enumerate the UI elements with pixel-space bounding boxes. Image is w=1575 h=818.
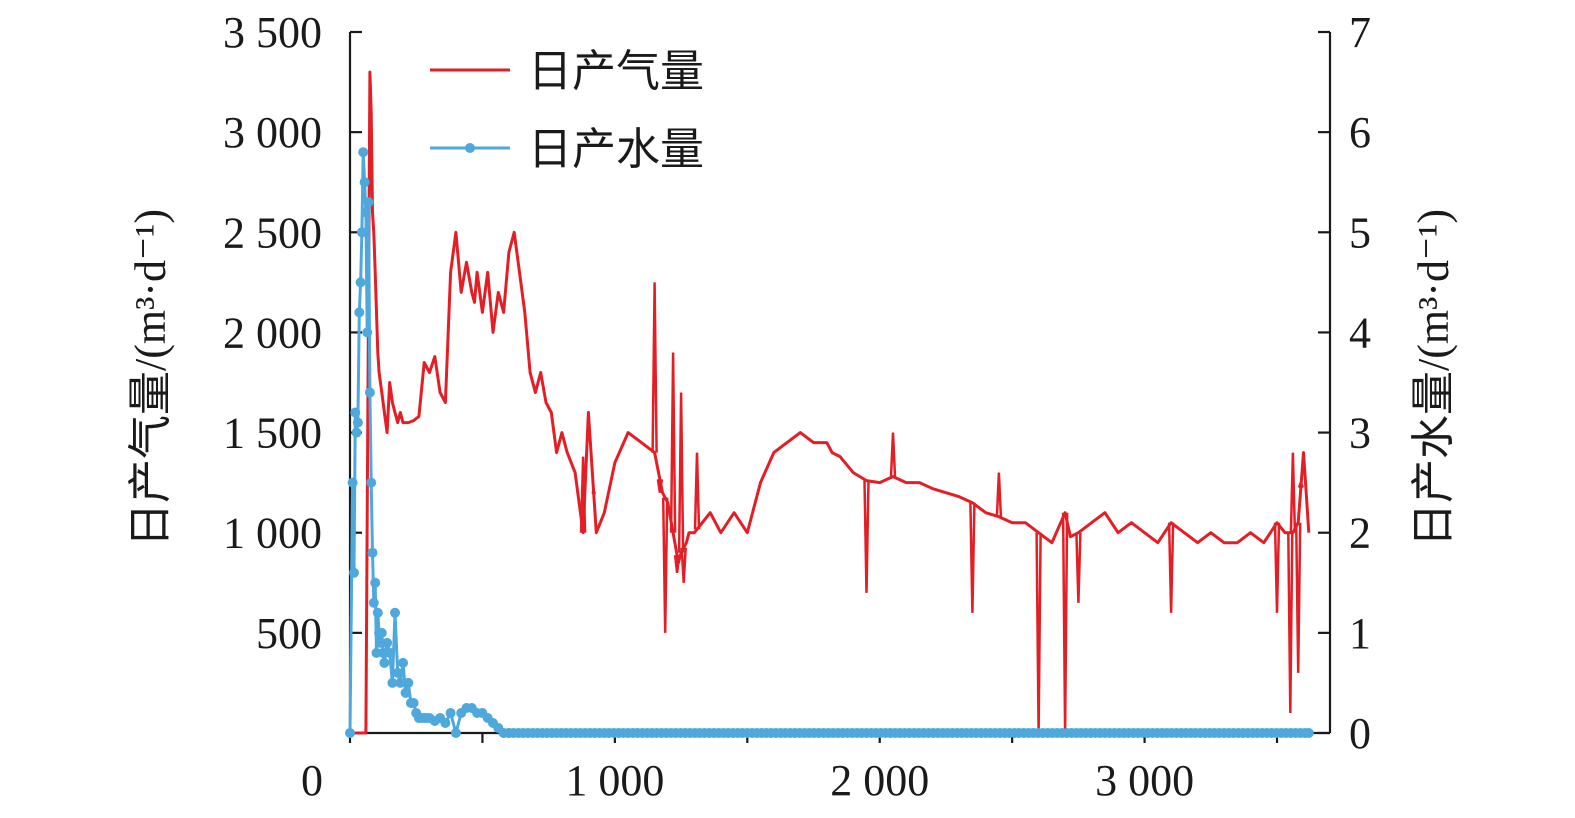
series-gas	[350, 70, 1311, 735]
gas-spike	[1035, 532, 1042, 734]
gas-spike	[1075, 532, 1082, 603]
water-point	[360, 207, 371, 218]
gas-spike	[651, 282, 658, 453]
x-tick-label: 2 000	[830, 756, 929, 805]
y-right-tick-label: 1	[1349, 609, 1371, 658]
water-point	[354, 307, 365, 318]
axes	[348, 32, 1332, 735]
y-left-axis-title: 日产气量/(m³·d⁻¹)	[126, 209, 175, 547]
water-point	[450, 728, 461, 738]
water-point	[349, 567, 359, 578]
water-point	[355, 277, 366, 288]
x-tick-label: 0	[301, 756, 323, 805]
y-right-tick-label: 2	[1349, 509, 1371, 558]
legend-gas-label: 日产气量	[528, 47, 704, 96]
gas-series-line	[350, 70, 1311, 735]
water-point	[395, 677, 406, 688]
water-series-line	[348, 150, 1309, 735]
legend-water-marker	[465, 143, 475, 153]
y-left-tick-label: 3 500	[223, 8, 322, 57]
water-point	[345, 728, 355, 738]
y-left-tick-label: 2 000	[223, 308, 322, 357]
gas-spike	[1289, 452, 1297, 533]
water-point	[440, 718, 451, 728]
y-right-ticks: 0 1 2 3 4 5 6 7	[1318, 8, 1371, 758]
water-point	[367, 547, 378, 558]
water-point	[350, 407, 361, 418]
water-point	[351, 427, 362, 438]
y-right-tick-label: 7	[1349, 8, 1371, 57]
water-point	[364, 387, 375, 398]
water-point	[390, 607, 400, 618]
water-point	[403, 677, 414, 688]
gas-spike	[669, 352, 677, 533]
gas-spike	[579, 456, 587, 533]
gas-spike	[995, 472, 1003, 517]
y-left-tick-label: 1 000	[223, 509, 322, 558]
y-left-ticks: 500 1 000 1 500 2 000 2 500 3 000 3 500	[223, 8, 362, 658]
y-left-tick-label: 1 500	[223, 409, 322, 458]
water-point	[384, 647, 395, 658]
water-point	[379, 657, 390, 668]
gas-spike	[1297, 479, 1305, 489]
gas-spike	[863, 480, 870, 593]
water-point	[366, 477, 377, 488]
x-ticks: 0 1 000 2 000 3 000	[301, 733, 1279, 805]
water-point	[398, 657, 408, 668]
water-point	[392, 667, 403, 678]
water-point	[445, 708, 456, 718]
gas-spike	[661, 497, 669, 633]
water-point	[352, 417, 363, 428]
y-left-tick-label: 3 000	[223, 108, 322, 157]
gas-spike	[680, 547, 687, 583]
gas-spike	[1287, 532, 1294, 714]
x-tick-label: 1 000	[565, 756, 664, 805]
water-point	[370, 577, 381, 588]
y-right-tick-label: 5	[1349, 208, 1371, 257]
gas-spike	[1061, 512, 1069, 734]
x-tick-label: 3 000	[1095, 756, 1194, 805]
gas-spike	[889, 432, 897, 477]
water-point	[362, 327, 373, 338]
water-point	[347, 477, 358, 488]
y-right-tick-label: 0	[1349, 709, 1371, 758]
legend: 日产气量 日产水量	[430, 47, 704, 174]
water-point	[359, 177, 370, 188]
gas-spike	[677, 392, 685, 553]
water-point	[382, 637, 393, 648]
y-left-tick-label: 500	[256, 609, 322, 658]
water-point	[400, 687, 411, 698]
y-right-tick-label: 4	[1349, 308, 1371, 357]
gas-spike	[693, 452, 701, 530]
gas-spike	[1167, 522, 1175, 613]
water-point	[376, 627, 387, 638]
gas-spike	[656, 479, 664, 493]
water-point	[356, 227, 367, 238]
water-point	[387, 677, 398, 688]
gas-spike	[673, 555, 681, 573]
water-point	[358, 147, 369, 158]
y-right-tick-label: 6	[1349, 108, 1371, 157]
y-right-tick-label: 3	[1349, 409, 1371, 458]
water-point	[1300, 728, 1311, 738]
gas-spike	[1273, 522, 1281, 613]
legend-water-label: 日产水量	[528, 125, 704, 174]
gas-spike	[1294, 522, 1302, 673]
series-water	[345, 147, 1314, 738]
water-point	[368, 597, 379, 608]
y-left-tick-label: 2 500	[223, 208, 322, 257]
y-right-axis-title: 日产水量/(m³·d⁻¹)	[1409, 209, 1458, 547]
water-point	[372, 607, 383, 618]
water-point	[363, 197, 374, 208]
gas-spike	[969, 502, 976, 613]
water-point	[408, 698, 419, 708]
